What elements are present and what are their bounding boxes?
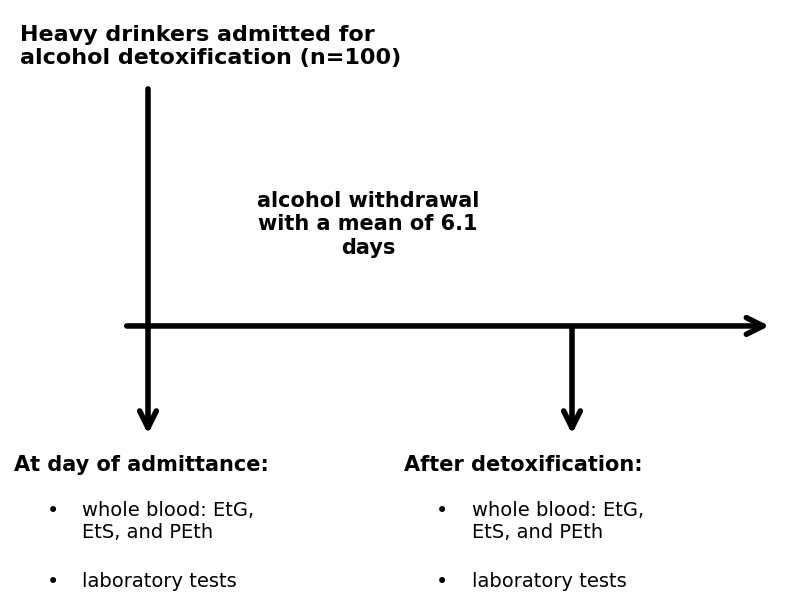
Text: Heavy drinkers admitted for
alcohol detoxification (n=100): Heavy drinkers admitted for alcohol deto… [20,25,402,68]
Text: •: • [436,572,448,592]
Text: •: • [46,572,58,592]
Text: At day of admittance:: At day of admittance: [14,455,270,475]
Text: •: • [46,501,58,522]
Text: laboratory tests: laboratory tests [82,572,237,591]
Text: •: • [436,501,448,522]
Text: laboratory tests: laboratory tests [472,572,626,591]
Text: alcohol withdrawal
with a mean of 6.1
days: alcohol withdrawal with a mean of 6.1 da… [257,191,479,258]
Text: whole blood: EtG,
EtS, and PEth: whole blood: EtG, EtS, and PEth [82,501,254,542]
Text: whole blood: EtG,
EtS, and PEth: whole blood: EtG, EtS, and PEth [472,501,644,542]
Text: After detoxification:: After detoxification: [404,455,642,475]
